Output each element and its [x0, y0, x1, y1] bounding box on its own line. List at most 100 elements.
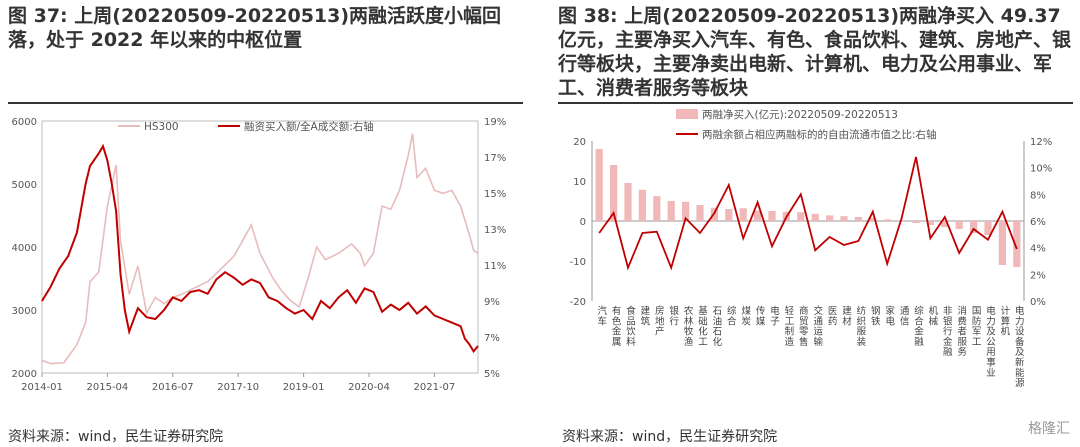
right-x-tick-label: 农林牧渔	[684, 305, 694, 348]
right-y-tick-label: -20	[570, 297, 586, 308]
right-bar	[667, 201, 675, 221]
right-x-tick-label: 银行	[669, 305, 679, 327]
right-x-tick-label: 国防军工	[972, 306, 982, 348]
right-x-tick-label: 综合	[727, 305, 737, 327]
right-bar	[970, 221, 978, 233]
left-x-tick-label: 2017-10	[217, 382, 259, 393]
right-bar	[797, 212, 805, 221]
left-chart-title: 图 37: 上周(20220509-20220513)两融活跃度小幅回落，处于 …	[8, 5, 502, 51]
left-y2-tick-label: 9%	[484, 297, 500, 308]
right-bar	[926, 221, 934, 225]
right-bar	[955, 221, 963, 229]
right-x-tick-label: 建材	[842, 305, 852, 327]
right-y2-tick-label: 10%	[1030, 164, 1052, 175]
left-title-rule	[8, 102, 523, 104]
right-x-tick-label: 非银行金融	[943, 305, 953, 358]
right-x-tick-label: 食品饮料	[626, 305, 636, 348]
right-x-tick-label: 医药	[828, 306, 838, 327]
right-bar	[754, 210, 762, 221]
right-bar	[595, 149, 603, 221]
left-panel: 图 37: 上周(20220509-20220513)两融活跃度小幅回落，处于 …	[0, 0, 530, 447]
left-y-tick-label: 3000	[12, 306, 37, 317]
right-panel: 图 38: 上周(20220509-20220513)两融净买入 49.37 亿…	[548, 0, 1080, 447]
right-title-rule	[558, 102, 1073, 104]
right-x-tick-label: 轻工制造	[785, 305, 795, 348]
right-legend-swatch-bar	[676, 109, 698, 119]
right-y-tick-label: 0	[580, 217, 586, 228]
right-x-tick-label: 综合金融	[914, 305, 924, 348]
right-x-tick-label: 钢铁	[871, 305, 881, 327]
right-bar	[768, 211, 776, 221]
left-plot-frame	[41, 120, 479, 374]
right-bar	[638, 189, 646, 221]
right-x-tick-label: 商贸零售	[799, 305, 809, 348]
right-bar	[696, 205, 704, 221]
right-bar	[854, 217, 862, 221]
right-x-tick-label: 基础化工	[698, 305, 708, 348]
right-x-tick-label: 计算机	[1001, 305, 1011, 338]
right-y2-tick-label: 4%	[1030, 244, 1046, 255]
right-bar	[682, 201, 690, 221]
right-bar	[826, 215, 834, 221]
watermark-logo: 格隆汇	[1028, 421, 1070, 437]
left-y-tick-label: 4000	[12, 243, 37, 254]
right-y2-tick-label: 0%	[1030, 297, 1046, 308]
right-bar	[883, 219, 891, 221]
right-y-tick-label: 10	[573, 177, 586, 188]
left-legend-label: HS300	[144, 121, 179, 133]
left-x-tick-label: 2020-04	[348, 382, 390, 393]
right-y2-tick-label: 6%	[1030, 217, 1046, 228]
right-x-tick-label: 电力设备及新能源	[1015, 305, 1025, 389]
right-bar	[912, 221, 920, 223]
left-source: 资料来源：wind，民生证券研究院	[8, 429, 224, 445]
left-series-line-2	[41, 143, 479, 354]
left-y2-tick-label: 19%	[484, 117, 506, 128]
left-x-tick-label: 2019-01	[283, 382, 325, 393]
right-x-tick-label: 汽车	[597, 305, 607, 327]
right-bar	[811, 213, 819, 221]
left-series-line-1	[41, 133, 479, 365]
right-bar	[840, 216, 848, 221]
right-y2-tick-label: 8%	[1030, 190, 1046, 201]
right-y-tick-label: 20	[573, 137, 586, 148]
right-y2-tick-label: 12%	[1030, 137, 1052, 148]
right-bar	[1013, 221, 1021, 267]
right-series-line	[598, 156, 1018, 271]
right-legend-label-bar: 两融净买入(亿元):20220509-20220513	[702, 108, 898, 121]
left-y-tick-label: 2000	[12, 369, 37, 380]
right-bar	[653, 196, 661, 221]
left-x-tick-label: 2021-07	[414, 382, 456, 393]
right-bar	[998, 221, 1006, 265]
right-x-tick-label: 建筑	[641, 305, 651, 327]
left-y2-tick-label: 17%	[484, 153, 506, 164]
right-x-tick-label: 纺织服装	[857, 305, 867, 348]
right-bar	[624, 183, 632, 221]
right-x-tick-label: 家电	[885, 305, 895, 327]
right-x-tick-label: 石油石化	[713, 306, 723, 348]
right-x-tick-label: 电子	[770, 305, 780, 327]
right-x-tick-label: 有色金属	[612, 305, 622, 348]
left-x-tick-label: 2014-01	[21, 382, 63, 393]
left-y-tick-label: 5000	[12, 180, 37, 191]
right-x-tick-label: 交通运输	[813, 305, 823, 348]
left-y2-tick-label: 13%	[484, 225, 506, 236]
left-y2-tick-label: 7%	[484, 333, 500, 344]
right-x-tick-label: 消费者服务	[957, 305, 967, 358]
right-x-tick-label: 电力及公用事业	[986, 305, 996, 379]
right-bar	[941, 221, 949, 227]
right-x-tick-label: 房地产	[655, 305, 665, 338]
right-x-tick-label: 机械	[929, 305, 939, 327]
right-x-tick-label: 煤炭	[741, 305, 751, 327]
right-chart-title: 图 38: 上周(20220509-20220513)两融净买入 49.37 亿…	[558, 5, 1072, 99]
right-bar	[725, 209, 733, 221]
right-x-tick-label: 传媒	[756, 305, 766, 327]
right-y-tick-label: -10	[570, 257, 586, 268]
left-y2-tick-label: 15%	[484, 189, 506, 200]
left-chart: 2000 3000 4000 5000 6000 5% 7% 9% 11% 13% 15% 17% 19…	[12, 117, 507, 393]
right-legend-label-line: 两融余额占相应两融标的的自由流通市值之比:右轴	[702, 128, 937, 141]
right-x-tick-label: 通信	[900, 306, 910, 327]
left-y2-tick-label: 5%	[484, 369, 500, 380]
left-legend-label: 融资买入额/全A成交额:右轴	[244, 120, 374, 133]
left-x-tick-label: 2016-07	[152, 382, 194, 393]
right-bar	[739, 208, 747, 221]
